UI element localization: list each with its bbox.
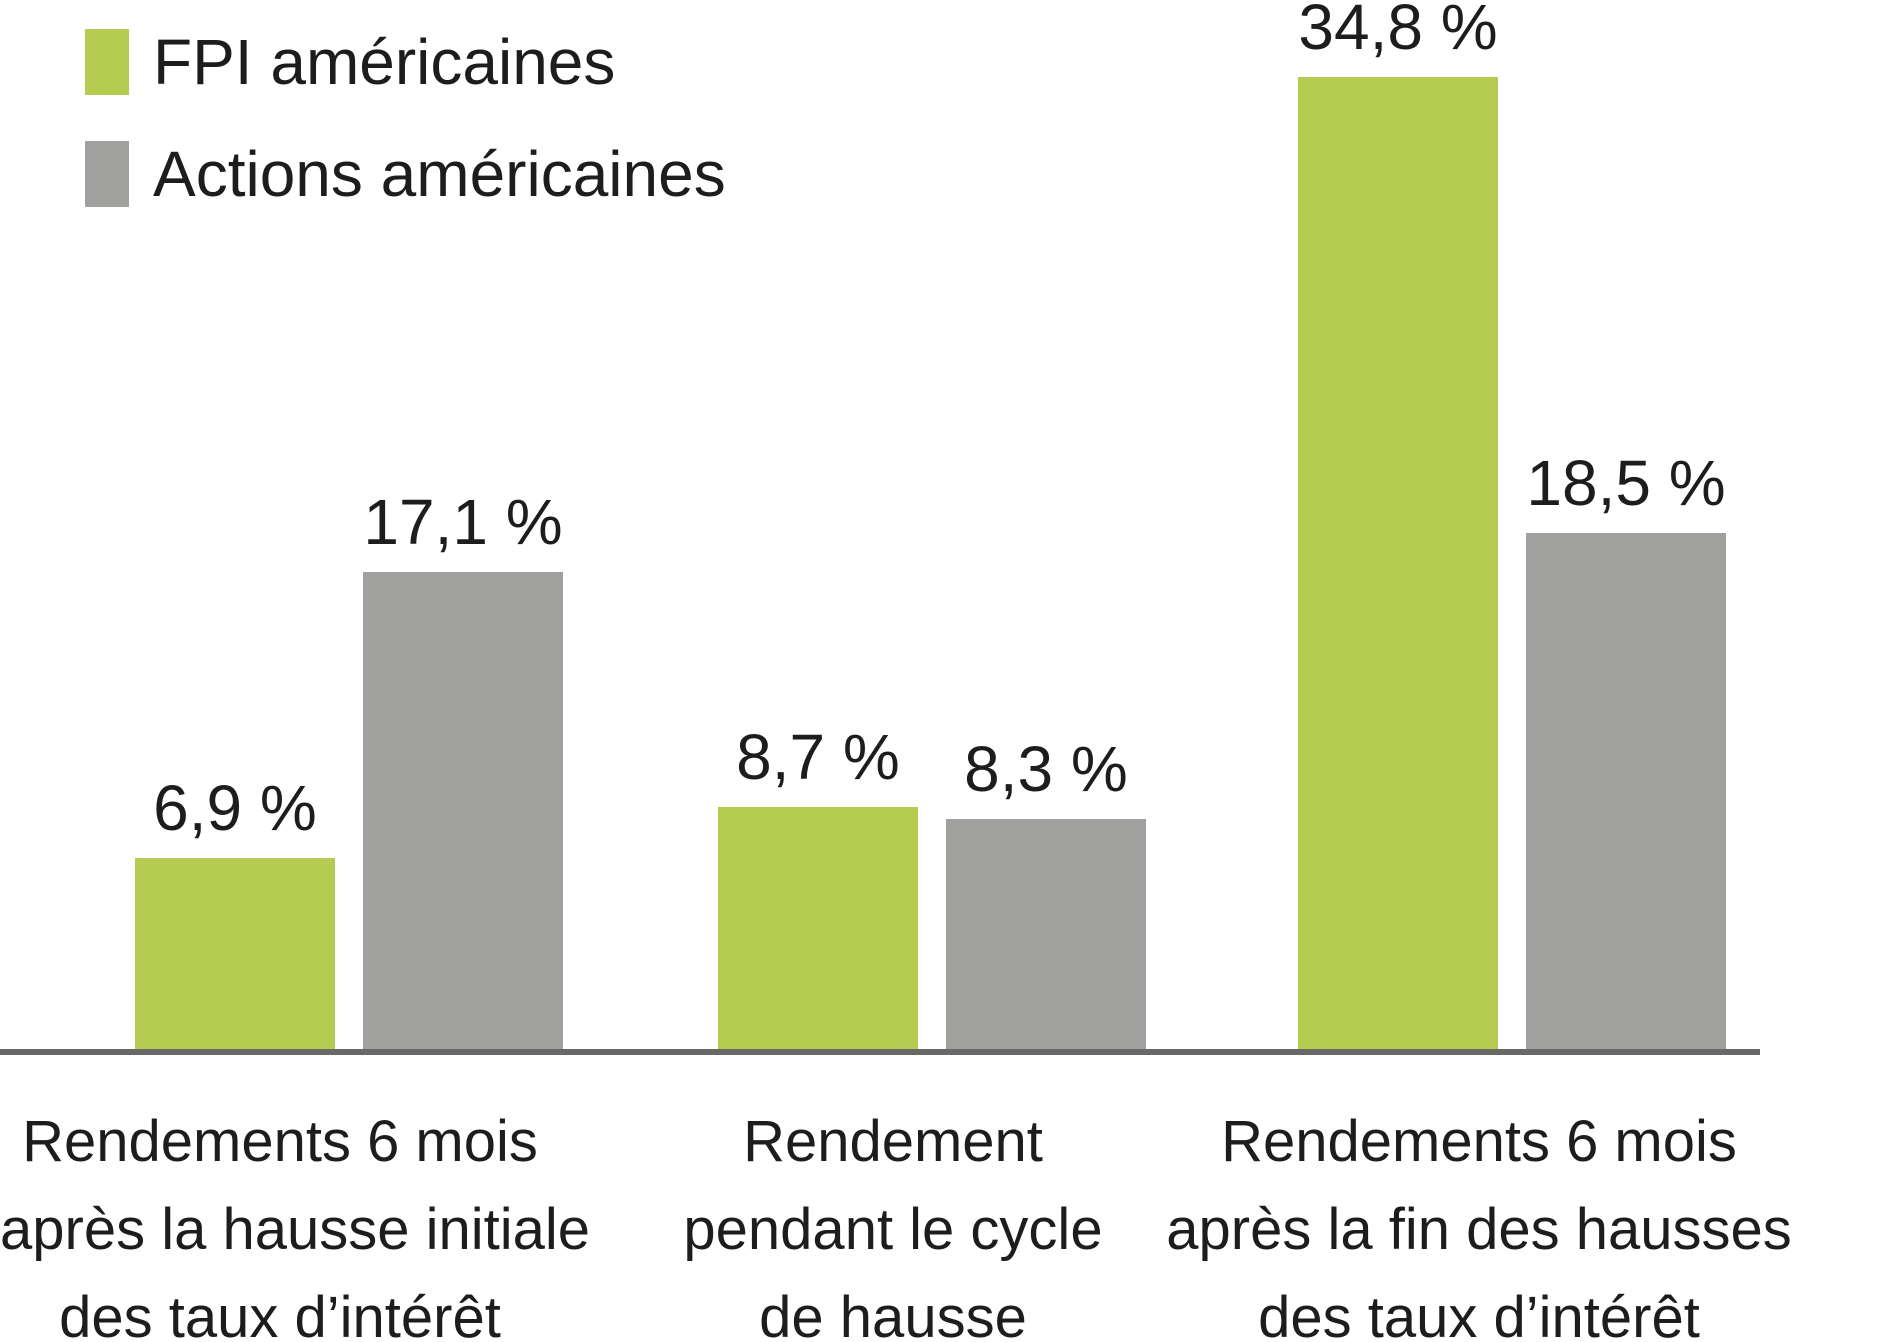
- category-label-line: après la fin des hausses: [1166, 1197, 1792, 1262]
- bar-actions-group-2: [946, 819, 1146, 1051]
- value-label-actions-group-1: 17,1 %: [363, 486, 563, 558]
- category-label-line: des taux d’intérêt: [59, 1285, 501, 1342]
- bar-fpi-group-3: [1298, 77, 1498, 1051]
- value-label-fpi-group-2: 8,7 %: [736, 721, 900, 793]
- value-label-actions-group-3: 18,5 %: [1526, 447, 1726, 519]
- category-label-line: après la hausse initiale: [0, 1197, 591, 1262]
- category-label-line: Rendement: [743, 1109, 1043, 1174]
- category-label-group-2: Rendement pendant le cycle de hausse: [633, 1098, 1153, 1342]
- category-label-line: Rendements 6 mois: [22, 1109, 538, 1174]
- value-label-fpi-group-1: 6,9 %: [153, 772, 317, 844]
- bar-actions-group-1: [363, 572, 563, 1051]
- category-label-line: des taux d’intérêt: [1258, 1285, 1700, 1342]
- bar-fpi-group-1: [135, 858, 335, 1051]
- value-label-fpi-group-3: 34,8 %: [1298, 0, 1498, 63]
- legend-swatch-fpi-green: [85, 29, 129, 95]
- category-label-group-3: Rendements 6 mois après la fin des hausse…: [1063, 1098, 1895, 1342]
- value-label-actions-group-2: 8,3 %: [964, 733, 1128, 805]
- legend-item-fpi: FPI américaines: [85, 28, 615, 96]
- category-label-line: pendant le cycle: [683, 1197, 1103, 1262]
- legend-label-actions: Actions américaines: [153, 138, 726, 210]
- category-label-line: de hausse: [759, 1285, 1027, 1342]
- bar-fpi-group-2: [718, 807, 918, 1051]
- category-label-group-1: Rendements 6 mois après la hausse initial…: [0, 1098, 591, 1342]
- category-label-line: Rendements 6 mois: [1221, 1109, 1737, 1174]
- legend-swatch-actions-gray: [85, 141, 129, 207]
- bar-actions-group-3: [1526, 533, 1726, 1051]
- legend-label-fpi: FPI américaines: [153, 26, 616, 98]
- x-axis-line: [0, 1049, 1760, 1055]
- legend-item-actions: Actions américaines: [85, 140, 726, 208]
